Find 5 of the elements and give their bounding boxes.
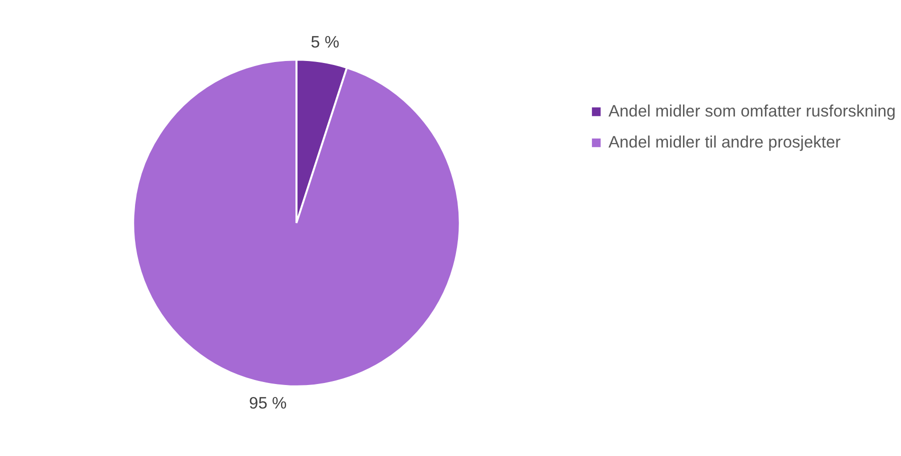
- legend-label: Andel midler til andre prosjekter: [608, 132, 842, 152]
- data-label: 95 %: [249, 393, 287, 412]
- pie-slice: [132, 58, 461, 388]
- data-label: 5 %: [310, 32, 340, 52]
- legend-label: Andel midler som omfatter rusforskning: [608, 102, 896, 121]
